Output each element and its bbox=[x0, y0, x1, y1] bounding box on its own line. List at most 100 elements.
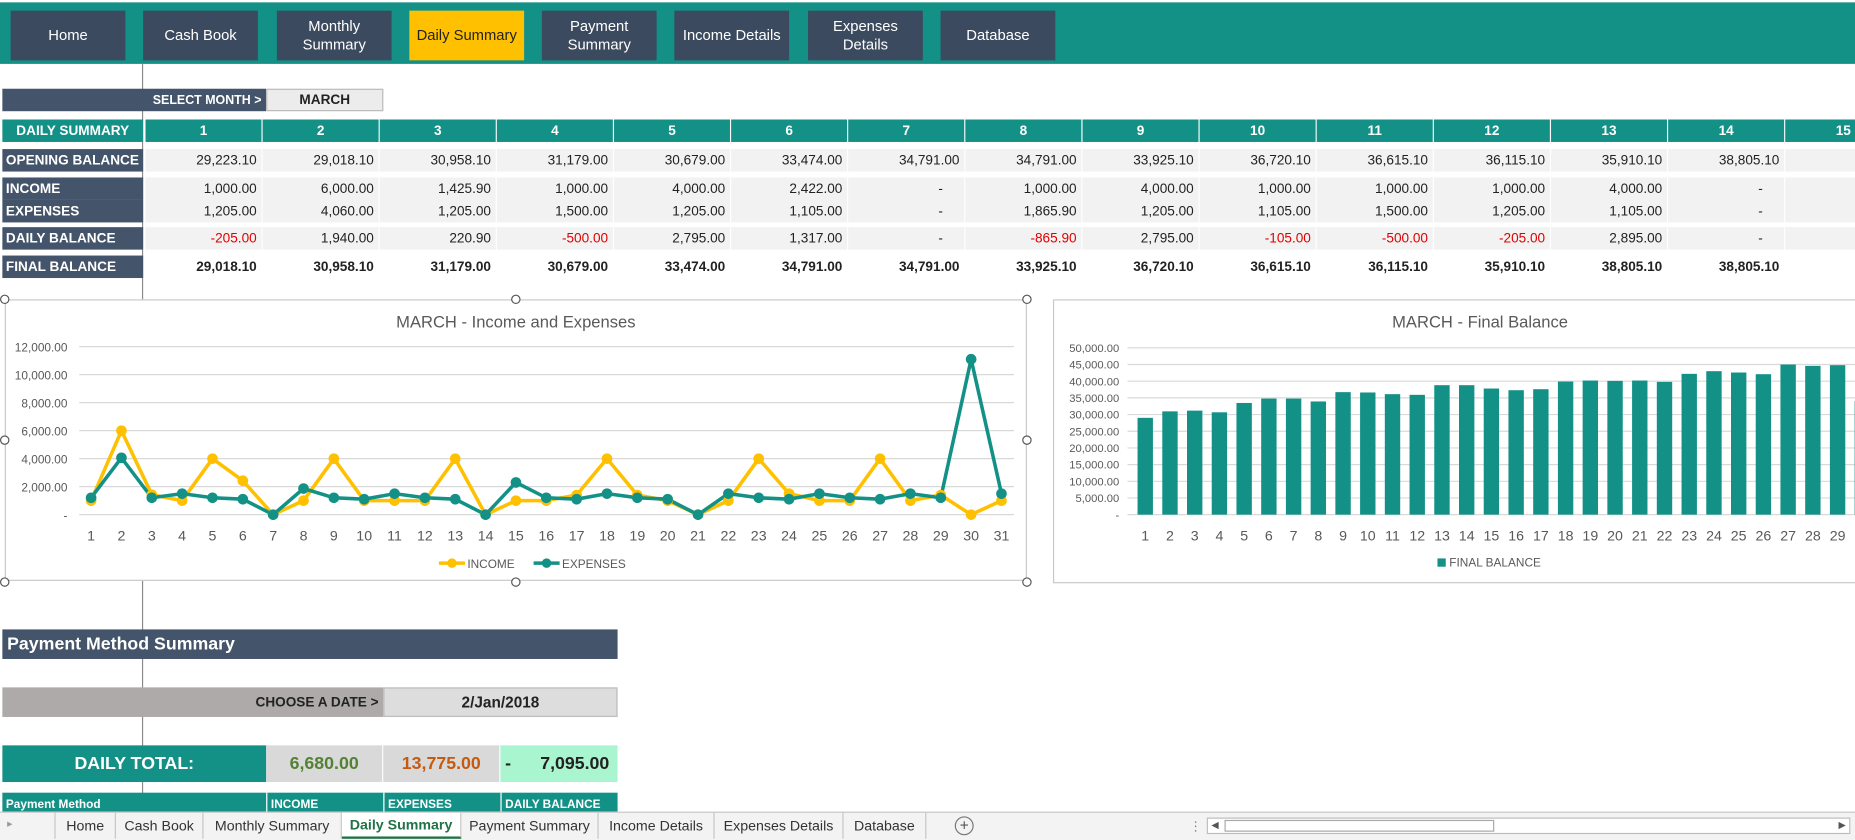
sheet-tab-income-details[interactable]: Income Details bbox=[599, 812, 715, 839]
day-column-header[interactable]: 6 bbox=[731, 119, 849, 142]
table-cell[interactable]: 1,205.00 bbox=[614, 199, 732, 223]
table-cell[interactable]: 2,895.00 bbox=[1551, 227, 1669, 250]
table-cell[interactable]: 2 bbox=[1785, 199, 1855, 223]
table-cell[interactable]: 36,615.10 bbox=[1199, 255, 1317, 279]
sheet-tab-payment-summary[interactable]: Payment Summary bbox=[461, 812, 599, 839]
table-cell[interactable]: 30,679.00 bbox=[496, 255, 615, 279]
day-column-header[interactable]: 4 bbox=[496, 119, 615, 142]
income-expenses-chart[interactable]: MARCH - Income and Expenses - 2,000.00 4,0… bbox=[4, 299, 1027, 581]
resize-handle[interactable] bbox=[1022, 294, 1032, 305]
table-cell[interactable]: 2,795.00 bbox=[1082, 227, 1200, 250]
table-cell[interactable]: 1,425.90 bbox=[379, 177, 497, 200]
table-cell[interactable]: 34,791.00 bbox=[731, 255, 849, 279]
table-cell[interactable]: 1,317.00 bbox=[731, 227, 849, 250]
sheet-tab-daily-summary[interactable]: Daily Summary bbox=[341, 812, 462, 839]
table-cell[interactable]: - bbox=[1668, 177, 1786, 200]
day-column-header[interactable]: 3 bbox=[379, 119, 497, 142]
day-column-header[interactable]: 12 bbox=[1433, 119, 1552, 142]
day-column-header[interactable]: 8 bbox=[965, 119, 1083, 142]
table-cell[interactable]: 2,795.00 bbox=[614, 227, 732, 250]
table-cell[interactable]: 4,060.00 bbox=[262, 199, 380, 223]
table-cell[interactable]: 220.90 bbox=[379, 227, 497, 250]
table-cell[interactable]: 36,115.10 bbox=[1433, 149, 1552, 172]
month-select[interactable]: MARCH bbox=[266, 88, 384, 112]
scroll-tabs-left-icon[interactable]: ▸ bbox=[7, 817, 13, 830]
table-cell[interactable]: 34,791.00 bbox=[965, 149, 1083, 172]
scroll-right-icon[interactable]: ▶ bbox=[1838, 819, 1846, 831]
table-cell[interactable]: 30,958.10 bbox=[262, 255, 380, 279]
table-cell[interactable]: 1,000.00 bbox=[496, 177, 615, 200]
sheet-tab-home[interactable]: Home bbox=[56, 812, 116, 839]
table-cell[interactable]: - bbox=[848, 177, 966, 200]
nav-income-details-button[interactable]: Income Details bbox=[674, 10, 790, 61]
table-cell[interactable]: -865.90 bbox=[965, 227, 1083, 250]
table-cell[interactable]: 33,925.10 bbox=[1082, 149, 1200, 172]
resize-handle[interactable] bbox=[511, 577, 521, 587]
table-cell[interactable]: 6,000.00 bbox=[262, 177, 380, 200]
table-cell[interactable]: 33,474.00 bbox=[731, 149, 849, 172]
resize-handle[interactable] bbox=[1022, 435, 1032, 445]
table-cell[interactable]: 2,422.00 bbox=[731, 177, 849, 200]
table-cell[interactable]: 4,000.00 bbox=[614, 177, 732, 200]
resize-handle[interactable] bbox=[0, 435, 10, 445]
day-column-header[interactable]: 5 bbox=[614, 119, 732, 142]
table-cell[interactable]: 33,474.00 bbox=[614, 255, 732, 279]
table-cell[interactable]: 31,179.00 bbox=[379, 255, 497, 279]
table-cell[interactable]: -500.00 bbox=[1316, 227, 1434, 250]
scroll-left-icon[interactable]: ◀ bbox=[1211, 819, 1219, 831]
split-handle-icon[interactable]: ⋮ bbox=[1189, 819, 1203, 835]
table-cell[interactable]: 34,791.00 bbox=[848, 255, 966, 279]
table-cell[interactable]: 36,115.10 bbox=[1316, 255, 1434, 279]
table-cell[interactable]: 34,791.00 bbox=[848, 149, 966, 172]
table-cell[interactable]: 1,205.00 bbox=[145, 199, 263, 223]
day-column-header[interactable]: 9 bbox=[1082, 119, 1200, 142]
date-input[interactable]: 2/Jan/2018 bbox=[383, 687, 618, 717]
table-cell[interactable]: -205.00 bbox=[1433, 227, 1552, 250]
table-cell[interactable]: 29,018.10 bbox=[262, 149, 380, 172]
table-cell[interactable]: 1,105.00 bbox=[731, 199, 849, 223]
table-cell[interactable]: 29,018.10 bbox=[145, 255, 263, 279]
table-cell[interactable]: 33,925.10 bbox=[965, 255, 1083, 279]
table-cell[interactable]: -500.00 bbox=[496, 227, 615, 250]
final-balance-chart[interactable]: MARCH - Final Balance - 5,000.00 10,000.00… bbox=[1052, 299, 1855, 584]
table-cell[interactable]: 35,910.10 bbox=[1433, 255, 1552, 279]
table-cell[interactable]: -1 bbox=[1785, 227, 1855, 250]
day-column-header[interactable]: 11 bbox=[1316, 119, 1434, 142]
nav-payment-summary-button[interactable]: Payment Summary bbox=[541, 10, 657, 61]
table-cell[interactable]: - bbox=[1668, 199, 1786, 223]
table-cell[interactable]: 29,223.10 bbox=[145, 149, 263, 172]
nav-expenses-details-button[interactable]: Expenses Details bbox=[808, 10, 923, 61]
table-cell[interactable]: 1,000.00 bbox=[1316, 177, 1434, 200]
day-column-header[interactable]: 15 bbox=[1785, 119, 1855, 142]
resize-handle[interactable] bbox=[1022, 577, 1032, 587]
table-cell[interactable]: -205.00 bbox=[145, 227, 263, 250]
table-cell[interactable]: 1,000.00 bbox=[145, 177, 263, 200]
scrollbar-thumb[interactable] bbox=[1224, 819, 1495, 832]
table-cell[interactable]: 36,720.10 bbox=[1199, 149, 1317, 172]
nav-daily-summary-button[interactable]: Daily Summary bbox=[409, 10, 525, 61]
table-cell[interactable]: 1,205.00 bbox=[1082, 199, 1200, 223]
table-cell[interactable]: 1,205.00 bbox=[1433, 199, 1552, 223]
day-column-header[interactable]: 2 bbox=[262, 119, 380, 142]
table-cell[interactable]: 38,805.10 bbox=[1551, 255, 1669, 279]
table-cell[interactable]: 31,179.00 bbox=[496, 149, 615, 172]
nav-home-button[interactable]: Home bbox=[10, 10, 126, 61]
table-cell[interactable]: 38 bbox=[1785, 149, 1855, 172]
table-cell[interactable]: - bbox=[1668, 227, 1786, 250]
sheet-tab-expenses-details[interactable]: Expenses Details bbox=[715, 812, 844, 839]
table-cell[interactable]: 1,000.00 bbox=[1199, 177, 1317, 200]
table-cell[interactable]: 1,500.00 bbox=[1316, 199, 1434, 223]
day-column-header[interactable]: 1 bbox=[145, 119, 263, 142]
horizontal-scrollbar[interactable]: ◀ ▶ bbox=[1206, 817, 1851, 835]
resize-handle[interactable] bbox=[511, 294, 521, 305]
resize-handle[interactable] bbox=[0, 294, 10, 305]
table-cell[interactable]: 1,105.00 bbox=[1199, 199, 1317, 223]
table-cell[interactable]: 1,000.00 bbox=[965, 177, 1083, 200]
table-cell[interactable]: 1,000.00 bbox=[1433, 177, 1552, 200]
day-column-header[interactable]: 10 bbox=[1199, 119, 1317, 142]
day-column-header[interactable]: 13 bbox=[1551, 119, 1669, 142]
table-cell[interactable]: 1 bbox=[1785, 177, 1855, 200]
day-column-header[interactable]: 14 bbox=[1668, 119, 1786, 142]
table-cell[interactable]: 1,940.00 bbox=[262, 227, 380, 250]
table-cell[interactable]: - bbox=[848, 227, 966, 250]
